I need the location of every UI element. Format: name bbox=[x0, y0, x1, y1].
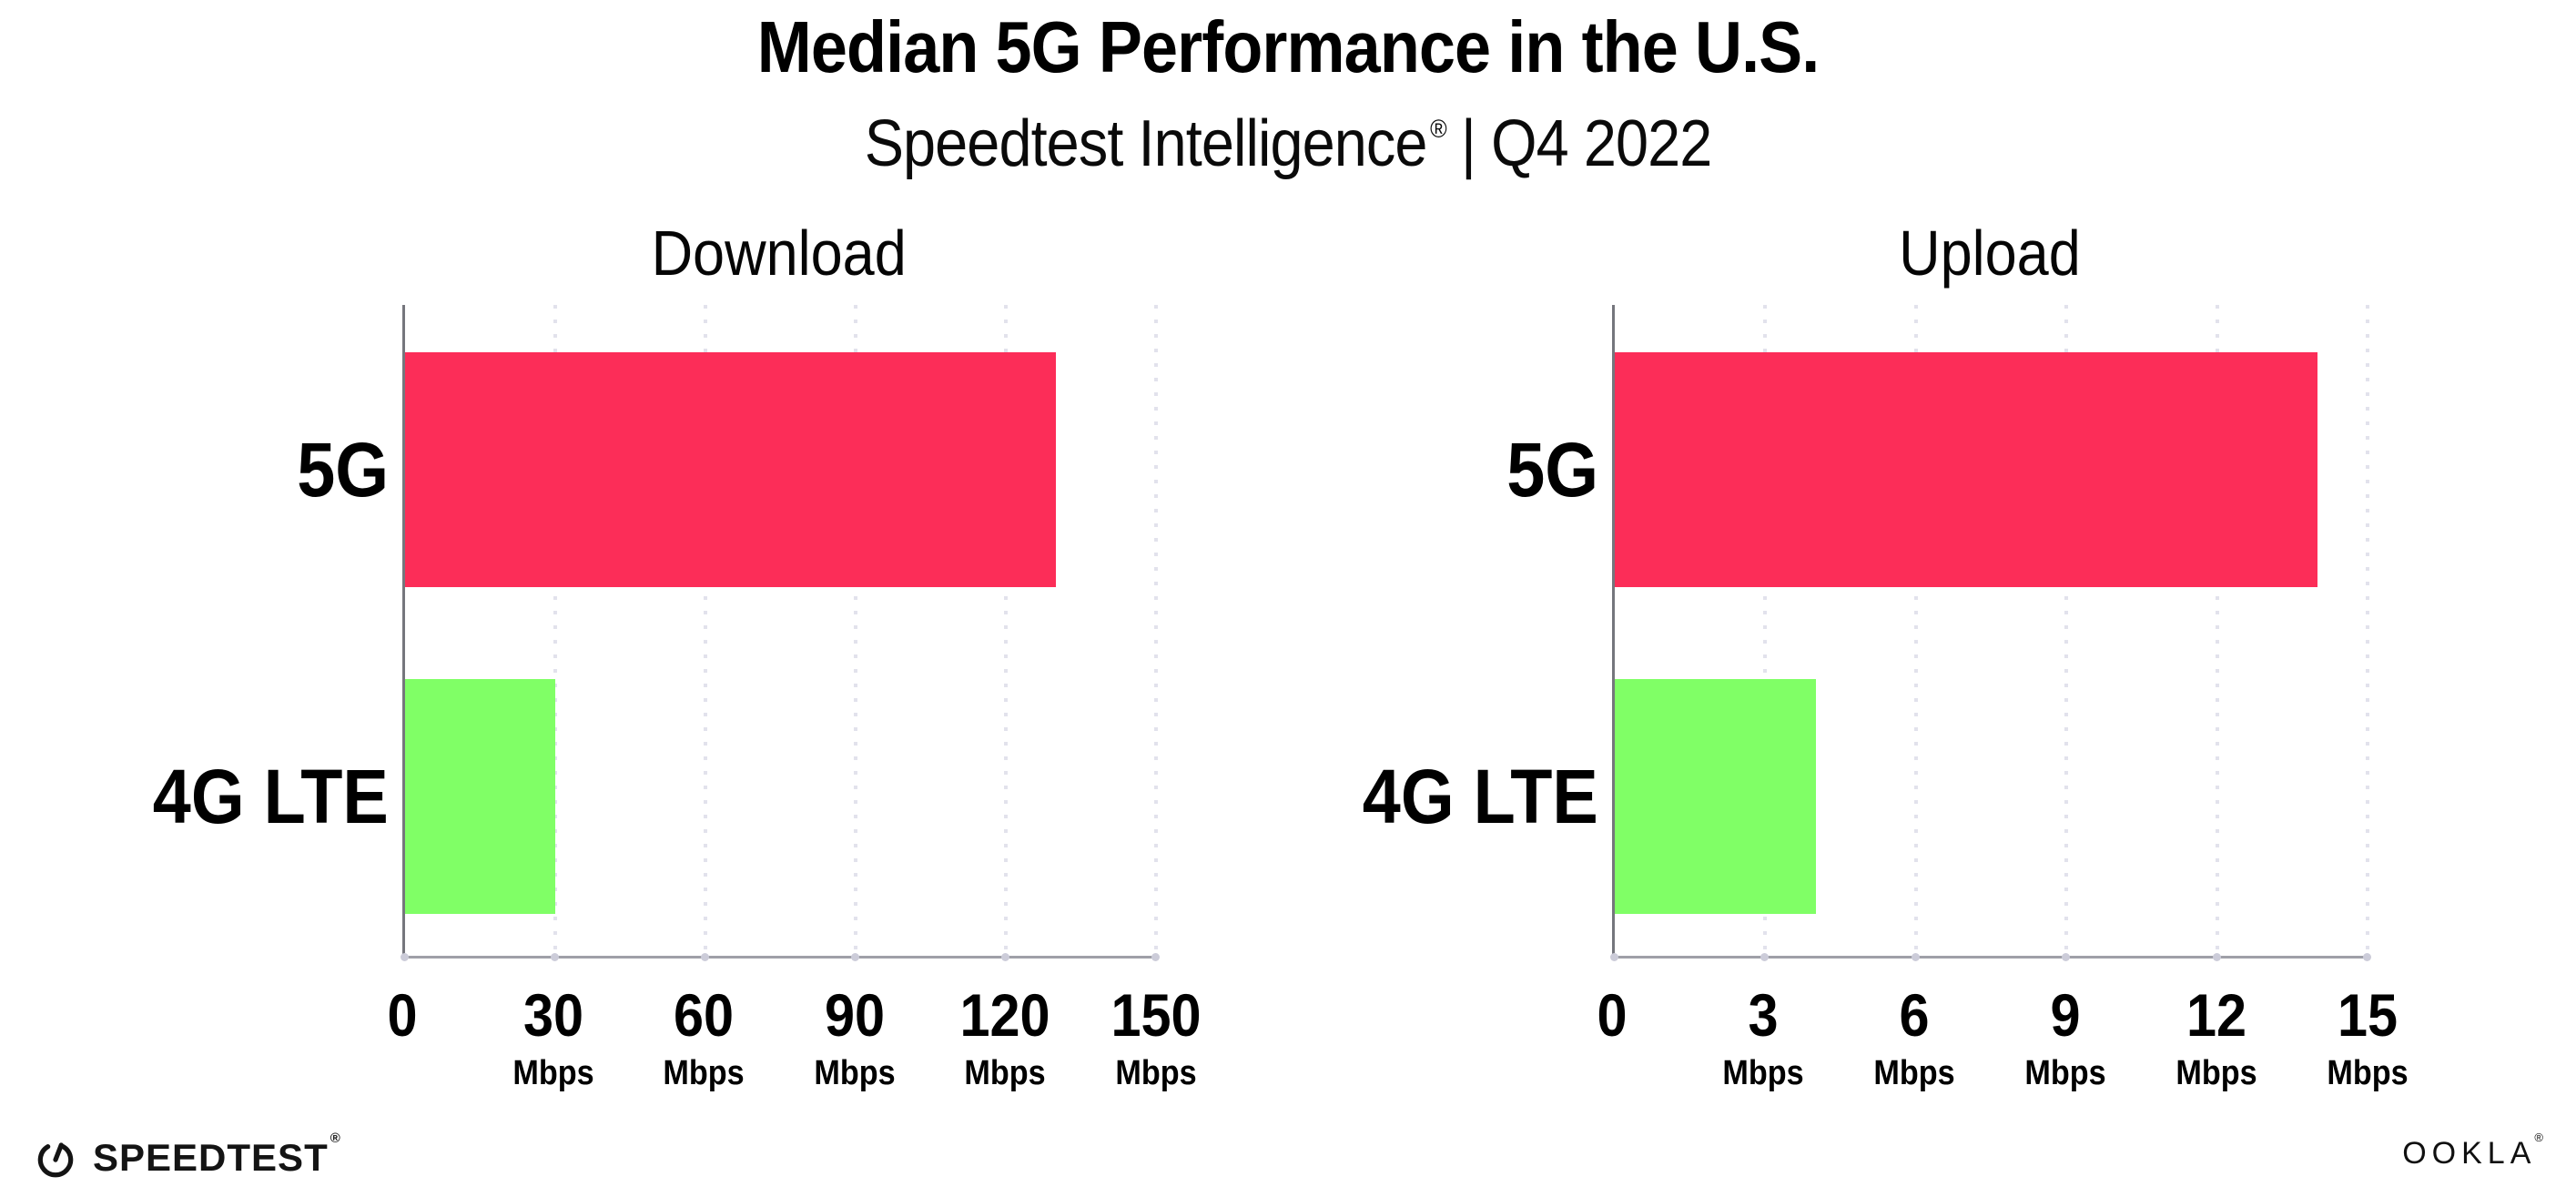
bar-5g-download bbox=[405, 352, 1056, 587]
bar-4g-lte-upload bbox=[1615, 679, 1816, 914]
chart-title-upload: Upload bbox=[1612, 217, 2368, 289]
chart-title-download: Download bbox=[402, 217, 1156, 289]
x-tick-0-download: 0 bbox=[386, 985, 420, 1045]
chart-title-text-download: Download bbox=[651, 218, 908, 289]
plot-area-download: 5G 4G LTE bbox=[153, 305, 1160, 961]
x-tick-unit: Mbps bbox=[663, 1054, 745, 1092]
x-tick-unit: Mbps bbox=[1873, 1054, 1955, 1092]
axis-tick-dot-0 bbox=[1610, 953, 1618, 961]
axis-tick-dot-6 bbox=[1911, 953, 1920, 961]
axis-tick-dot-9 bbox=[2062, 953, 2071, 961]
x-tick-value: 120 bbox=[959, 981, 1050, 1049]
page-subtitle-text: Speedtest Intelligence ® | Q4 2022 bbox=[864, 95, 1713, 184]
y-axis-label-4g-lte-upload: 4G LTE bbox=[1362, 753, 1598, 839]
x-tick-15-upload: 15 Mbps bbox=[2322, 985, 2412, 1092]
x-tick-value: 6 bbox=[1899, 981, 1930, 1049]
x-tick-unit: Mbps bbox=[2024, 1054, 2106, 1092]
axis-tick-dot-30 bbox=[551, 953, 559, 961]
ookla-reg-mark: ® bbox=[2534, 1130, 2549, 1144]
x-tick-150-download: 150 Mbps bbox=[1106, 985, 1206, 1092]
x-axis-upload: 0 3 Mbps 6 Mbps 9 Mbps 12 Mbps 15 Mbps bbox=[1597, 985, 2408, 1131]
gridline-60 bbox=[704, 305, 707, 956]
x-tick-90-download: 90 Mbps bbox=[809, 985, 899, 1092]
axis-tick-dot-0 bbox=[401, 953, 409, 961]
page-subtitle: Speedtest Intelligence ® | Q4 2022 bbox=[0, 95, 2576, 184]
x-tick-60-download: 60 Mbps bbox=[659, 985, 749, 1092]
axis-tick-dot-90 bbox=[851, 953, 859, 961]
chart-title-text-upload: Upload bbox=[1899, 218, 2081, 289]
x-tick-value: 90 bbox=[824, 981, 885, 1049]
x-tick-unit: Mbps bbox=[1115, 1054, 1197, 1092]
page-title-text: Median 5G Performance in the U.S. bbox=[756, 6, 1820, 87]
speedtest-logo: SPEEDTEST ® bbox=[33, 1131, 341, 1181]
x-tick-value: 12 bbox=[2186, 981, 2247, 1049]
x-tick-6-upload: 6 Mbps bbox=[1869, 985, 1959, 1092]
bar-5g-upload bbox=[1615, 352, 2317, 587]
axis-tick-dot-150 bbox=[1151, 953, 1160, 961]
x-tick-unit: Mbps bbox=[814, 1054, 896, 1092]
page-title: Median 5G Performance in the U.S. bbox=[0, 5, 2576, 89]
x-tick-value: 9 bbox=[2050, 981, 2081, 1049]
gridline-15 bbox=[2366, 305, 2369, 956]
registered-trademark-icon: ® bbox=[1430, 115, 1447, 143]
gridline-90 bbox=[854, 305, 857, 956]
axis-tick-dot-12 bbox=[2212, 953, 2221, 961]
ookla-logo: OOKLA® bbox=[2402, 1130, 2549, 1172]
plot-area-upload: 5G 4G LTE bbox=[1363, 305, 2371, 961]
gridline-3 bbox=[1763, 305, 1768, 956]
x-tick-9-upload: 9 Mbps bbox=[2020, 985, 2110, 1092]
y-axis-label-5g-upload: 5G bbox=[1506, 426, 1598, 512]
subtitle-brand: Speedtest Intelligence bbox=[864, 107, 1428, 180]
x-tick-30-download: 30 Mbps bbox=[508, 985, 598, 1092]
x-tick-unit: Mbps bbox=[2327, 1054, 2409, 1092]
axis-tick-dot-15 bbox=[2363, 953, 2371, 961]
x-axis-download: 0 30 Mbps 60 Mbps 90 Mbps 120 Mbps 150 Mbps bbox=[387, 985, 1201, 1131]
gridline-12 bbox=[2215, 305, 2219, 956]
x-tick-12-upload: 12 Mbps bbox=[2171, 985, 2261, 1092]
gridline-150 bbox=[1154, 305, 1158, 956]
y-axis-label-5g-download: 5G bbox=[297, 426, 389, 512]
x-tick-unit: Mbps bbox=[512, 1054, 594, 1092]
bar-4g-lte-download bbox=[405, 679, 555, 914]
x-tick-120-download: 120 Mbps bbox=[955, 985, 1055, 1092]
x-tick-value: 0 bbox=[1597, 981, 1628, 1049]
x-tick-value: 60 bbox=[674, 981, 735, 1049]
axis-tick-dot-120 bbox=[1001, 953, 1009, 961]
speedtest-gauge-icon bbox=[37, 1142, 74, 1178]
ookla-wordmark: OOKLA® bbox=[2402, 1130, 2549, 1171]
x-tick-value: 3 bbox=[1748, 981, 1779, 1049]
x-tick-value: 30 bbox=[522, 981, 583, 1049]
axis-tick-dot-60 bbox=[701, 953, 709, 961]
x-tick-unit: Mbps bbox=[964, 1054, 1047, 1092]
x-tick-value: 150 bbox=[1111, 981, 1202, 1049]
gridline-9 bbox=[2064, 305, 2069, 956]
x-tick-unit: Mbps bbox=[1722, 1054, 1804, 1092]
gridline-120 bbox=[1004, 305, 1008, 956]
subtitle-period: | Q4 2022 bbox=[1460, 107, 1712, 180]
speedtest-wordmark: SPEEDTEST ® bbox=[93, 1131, 341, 1179]
gridline-30 bbox=[553, 305, 557, 956]
axis-tick-dot-3 bbox=[1760, 953, 1770, 961]
gridline-6 bbox=[1913, 305, 1918, 956]
x-tick-0-upload: 0 bbox=[1596, 985, 1629, 1045]
x-tick-value: 0 bbox=[387, 981, 418, 1049]
x-tick-3-upload: 3 Mbps bbox=[1718, 985, 1808, 1092]
y-axis-label-4g-lte-download: 4G LTE bbox=[152, 753, 389, 839]
x-tick-unit: Mbps bbox=[2175, 1054, 2257, 1092]
x-tick-value: 15 bbox=[2337, 981, 2399, 1049]
speedtest-reg-mark: ® bbox=[330, 1131, 341, 1146]
